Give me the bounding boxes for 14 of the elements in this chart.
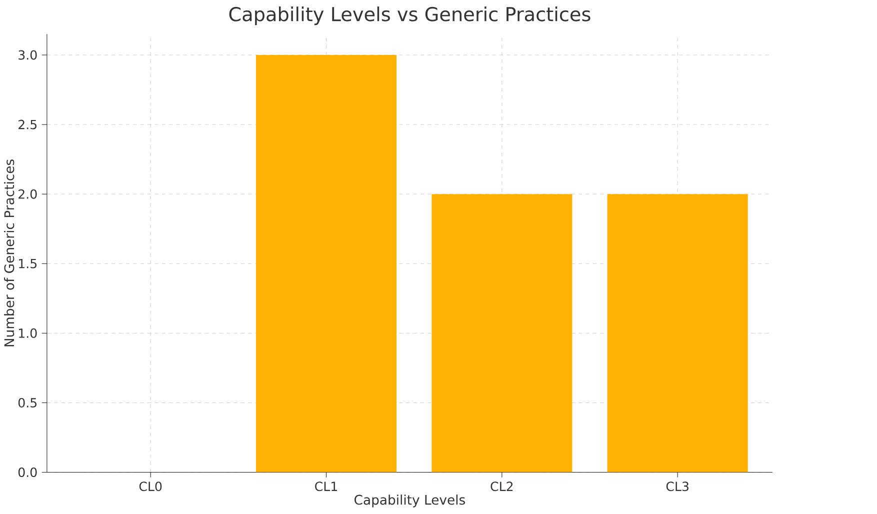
y-tick-label: 0.5 (18, 398, 37, 408)
x-tick-label: CL1 (315, 482, 337, 492)
y-axis-title: Number of Generic Practices (4, 160, 14, 346)
y-tick-label: 2.5 (18, 120, 37, 130)
x-axis-title: Capability Levels (354, 494, 465, 508)
x-tick-label: CL2 (490, 482, 513, 492)
y-tick-label: 3.0 (18, 50, 37, 60)
y-tick-label: 1.0 (18, 328, 37, 338)
chart-title: Capability Levels vs Generic Practices (229, 6, 590, 26)
y-tick-label: 0.0 (18, 468, 37, 478)
x-tick-label: CL0 (139, 482, 162, 492)
x-tick-label: CL3 (666, 482, 688, 492)
y-tick-label: 1.5 (18, 259, 37, 268)
y-tick-label: 2.0 (18, 190, 37, 200)
